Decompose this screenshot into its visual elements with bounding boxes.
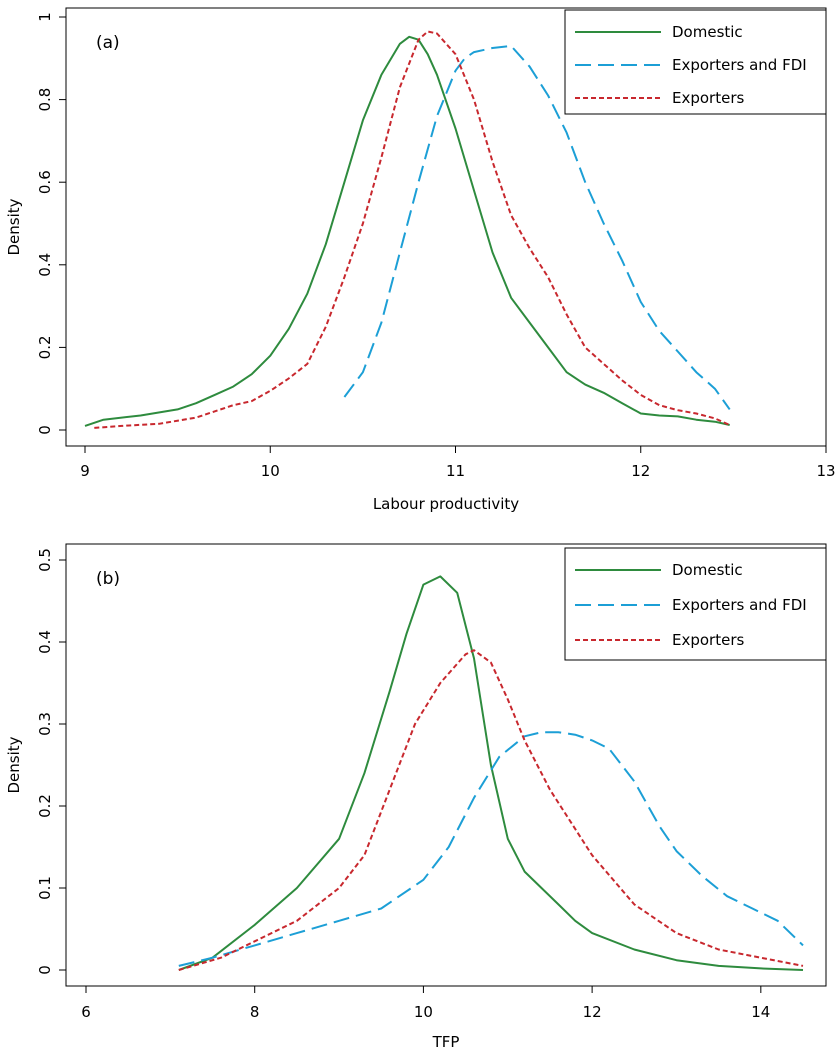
y-tick-label: 1 (36, 12, 54, 22)
x-tick-label: 12 (631, 462, 650, 480)
x-tick-label: 13 (816, 462, 835, 480)
y-tick-label: 0.4 (36, 630, 54, 654)
legend-label: Exporters and FDI (672, 56, 807, 74)
y-tick-label: 0.2 (36, 335, 54, 359)
x-tick-label: 11 (446, 462, 465, 480)
y-tick-label: 0 (36, 965, 54, 975)
x-tick-label: 14 (751, 1003, 770, 1021)
series-line-exporters-and-fdi (178, 731, 804, 967)
x-tick-label: 12 (583, 1003, 602, 1021)
x-tick-label: 10 (414, 1003, 433, 1021)
series-line-exporters (178, 649, 804, 971)
y-tick-label: 0.1 (36, 876, 54, 900)
legend-label: Domestic (672, 23, 743, 41)
legend-label: Exporters and FDI (672, 596, 807, 614)
panel-label: (b) (96, 569, 120, 589)
legend-box (564, 9, 827, 115)
plot-frame (65, 543, 827, 987)
series-line-exporters-and-fdi (343, 44, 731, 410)
legend-label: Exporters (672, 631, 744, 649)
legend: Domestic Exporters and FDI Exporters (564, 547, 827, 661)
plot-frame (65, 7, 827, 447)
legend-label: Exporters (672, 89, 744, 107)
legend-label: Domestic (672, 561, 743, 579)
panel-label: (a) (96, 33, 120, 53)
x-axis-title: Labour productivity (373, 495, 519, 513)
y-axis-title: Density (5, 198, 23, 255)
y-tick-label: 0.8 (36, 88, 54, 112)
x-tick-label: 6 (81, 1003, 91, 1021)
chart-panel-b: 6 8 10 12 14 0 0.1 0.2 0.3 0.4 0.5 TFP Density (b) Dom… (5, 543, 827, 1051)
series-line-exporters (94, 30, 731, 429)
chart-panel-a: 9 10 11 12 13 0 0.2 0.4 0.6 0.8 1 Labour productivi… (5, 7, 836, 513)
x-tick-label: 9 (80, 462, 90, 480)
y-tick-label: 0.5 (36, 548, 54, 572)
y-axis-title: Density (5, 736, 23, 793)
y-tick-label: 0.2 (36, 794, 54, 818)
y-tick-label: 0.4 (36, 253, 54, 277)
legend: Domestic Exporters and FDI Exporters (564, 9, 827, 115)
y-tick-label: 0.6 (36, 170, 54, 194)
x-tick-label: 10 (261, 462, 280, 480)
x-axis-title: TFP (432, 1033, 460, 1051)
series-line-domestic (178, 575, 804, 971)
series-line-domestic (84, 35, 730, 427)
x-tick-label: 8 (250, 1003, 260, 1021)
y-tick-label: 0 (36, 425, 54, 435)
y-tick-label: 0.3 (36, 712, 54, 736)
